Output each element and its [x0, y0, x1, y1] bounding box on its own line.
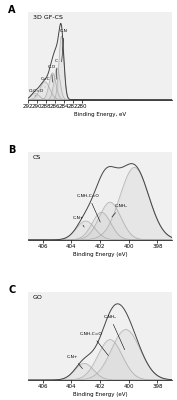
Text: C-N+: C-N+	[67, 355, 82, 369]
Text: CS: CS	[33, 155, 41, 160]
Text: C-NH₂: C-NH₂	[104, 315, 125, 350]
Text: C=C: C=C	[41, 77, 50, 87]
Text: C-N+: C-N+	[73, 216, 84, 227]
Text: B: B	[8, 145, 16, 155]
Text: C-NH-C=O: C-NH-C=O	[77, 194, 100, 222]
Text: O-C=O: O-C=O	[29, 89, 44, 96]
Text: C: C	[55, 59, 58, 79]
Text: C: C	[8, 285, 16, 295]
Text: A: A	[8, 5, 16, 15]
Text: C-NH-C=O: C-NH-C=O	[80, 332, 108, 356]
Text: 3D GF-CS: 3D GF-CS	[33, 15, 62, 20]
Text: C-N: C-N	[60, 28, 68, 62]
Text: C-O: C-O	[48, 65, 56, 82]
X-axis label: Binding Energy (eV): Binding Energy (eV)	[73, 392, 127, 397]
Text: C-NH₂: C-NH₂	[112, 204, 128, 217]
X-axis label: Binding Energy, eV: Binding Energy, eV	[74, 112, 126, 116]
Text: GO: GO	[33, 295, 42, 300]
X-axis label: Binding Energy (eV): Binding Energy (eV)	[73, 252, 127, 257]
